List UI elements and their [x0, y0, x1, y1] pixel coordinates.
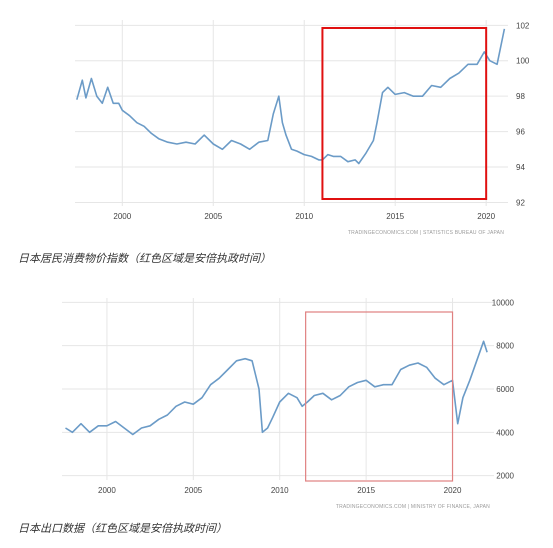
- y-tick-label: 8000: [496, 342, 514, 351]
- y-tick-label: 4000: [496, 428, 514, 437]
- x-tick-label: 2020: [477, 212, 495, 221]
- x-tick-label: 2005: [204, 212, 222, 221]
- y-tick-label: 94: [516, 163, 525, 172]
- exports-chart-svg: 2000 4000 6000 8000 10000 2000 2005 2010 2015 202…: [62, 298, 515, 510]
- y-tick-label: 2000: [496, 472, 514, 481]
- x-tick-label: 2010: [271, 486, 289, 495]
- x-tick-label: 2015: [357, 486, 375, 495]
- x-tick-label: 2000: [113, 212, 131, 221]
- series-line: [76, 28, 506, 165]
- cpi-chart: 92 94 96 98 100 102 2000 2005 2010 2015 2020 TRADIN…: [0, 0, 553, 245]
- cpi-chart-svg: 92 94 96 98 100 102 2000 2005 2010 2015 2020 TRADIN…: [75, 20, 530, 236]
- y-tick-label: 92: [516, 198, 525, 207]
- exports-chart: 2000 4000 6000 8000 10000 2000 2005 2010 2015 202…: [0, 292, 553, 520]
- x-tick-label: 2000: [98, 486, 116, 495]
- y-tick-label: 96: [516, 128, 525, 137]
- source-credit: TRADINGECONOMICS.COM | MINISTRY OF FINAN…: [336, 504, 490, 510]
- x-tick-label: 2015: [386, 212, 404, 221]
- x-tick-label: 2020: [444, 486, 462, 495]
- y-tick-label: 100: [516, 57, 530, 66]
- exports-chart-caption: 日本出口数据（红色区域是安倍执政时间）: [18, 522, 227, 535]
- cpi-chart-caption: 日本居民消费物价指数（红色区域是安倍执政时间）: [18, 252, 271, 265]
- source-credit: TRADINGECONOMICS.COM | STATISTICS BUREAU…: [348, 230, 504, 236]
- x-tick-label: 2010: [295, 212, 313, 221]
- y-tick-label: 6000: [496, 385, 514, 394]
- x-tick-label: 2005: [184, 486, 202, 495]
- y-tick-label: 98: [516, 92, 525, 101]
- y-tick-label: 10000: [492, 298, 515, 307]
- series-line: [65, 340, 488, 436]
- y-tick-label: 102: [516, 21, 530, 30]
- highlight-box: [305, 311, 454, 482]
- highlight-box: [321, 27, 488, 200]
